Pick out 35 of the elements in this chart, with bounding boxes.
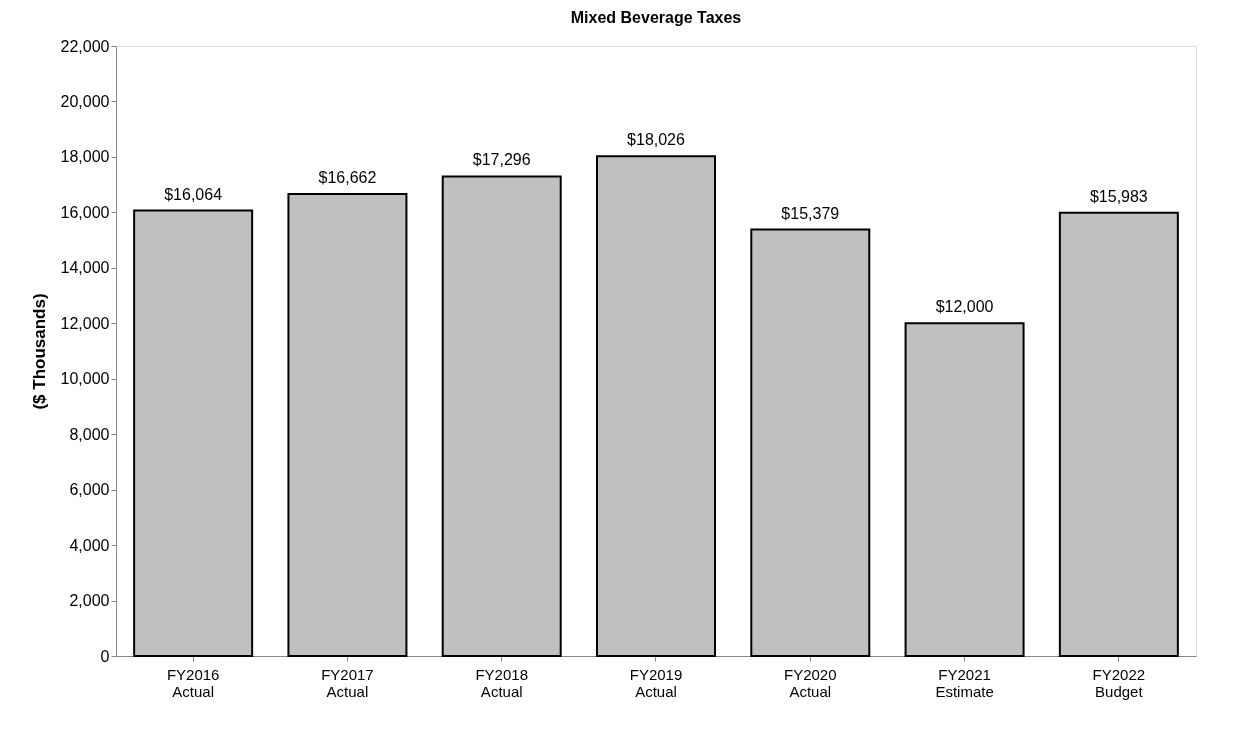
y-tick-label: 0 [100, 647, 110, 665]
bar [287, 193, 408, 657]
y-tick-label: 4,000 [69, 536, 110, 554]
y-tick-label: 18,000 [60, 148, 110, 166]
y-axis-title: ($ Thousands) [29, 293, 49, 410]
bar [904, 322, 1025, 657]
chart-title: Mixed Beverage Taxes [570, 9, 742, 26]
y-tick-label: 2,000 [69, 592, 110, 610]
data-label: $16,064 [164, 185, 223, 203]
y-tick-label: 22,000 [60, 37, 110, 55]
y-tick-label: 8,000 [69, 425, 110, 443]
y-tick-label: 10,000 [60, 370, 110, 388]
data-label: $18,026 [627, 131, 686, 149]
x-tick-label: FY2022 Budget [1092, 665, 1146, 700]
y-tick-label: 6,000 [69, 481, 110, 499]
y-tick-label: 12,000 [60, 314, 110, 332]
data-label: $16,662 [318, 169, 377, 187]
bar [133, 209, 254, 657]
x-tick-label: FY2021 Estimate [935, 665, 994, 700]
x-tick-label: FY2018 Actual [475, 665, 528, 700]
bar [1058, 211, 1179, 657]
data-label: $12,000 [935, 298, 994, 316]
y-tick-label: 14,000 [60, 259, 110, 277]
y-tick-label: 20,000 [60, 92, 110, 110]
bar [596, 155, 716, 657]
x-tick-label: FY2019 Actual [629, 665, 683, 700]
bar [441, 175, 562, 657]
data-label: $17,296 [472, 151, 531, 169]
y-tick-label: 16,000 [60, 203, 110, 221]
x-tick-label: FY2020 Actual [784, 665, 837, 700]
x-tick-label: FY2016 Actual [166, 665, 220, 700]
data-label: $15,379 [781, 204, 840, 222]
x-tick-label: FY2017 Actual [321, 665, 374, 700]
bar [750, 228, 871, 657]
data-label: $15,983 [1089, 187, 1148, 205]
